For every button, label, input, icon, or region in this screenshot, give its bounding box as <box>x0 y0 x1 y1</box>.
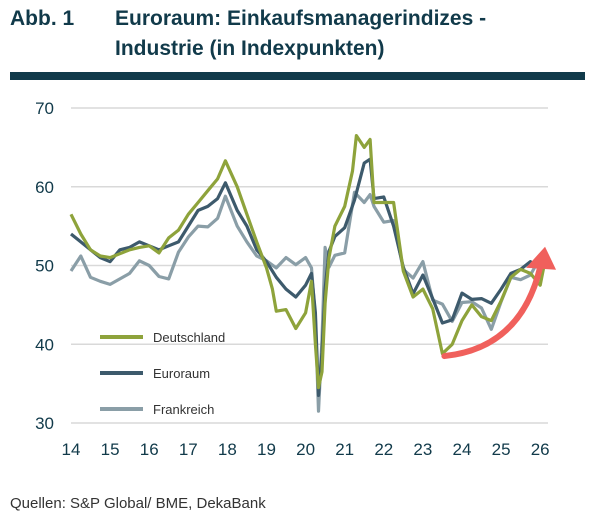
x-tick-label: 19 <box>257 440 276 459</box>
title-line-1: Euroraum: Einkaufsmanagerindizes - <box>115 7 487 30</box>
x-tick-label: 23 <box>413 440 432 459</box>
x-tick-label: 20 <box>296 440 315 459</box>
series-line-deutschland <box>69 134 546 390</box>
figure-label: Abb. 1 <box>10 7 75 30</box>
y-tick-label: 50 <box>35 257 54 276</box>
legend-label: Euroraum <box>153 366 210 381</box>
y-tick-label: 60 <box>35 178 54 197</box>
series-line-euroraum <box>69 157 546 397</box>
figure-title: Abb. 1 Euroraum: Einkaufsmanagerindizes … <box>10 4 585 64</box>
legend-label: Frankreich <box>153 402 214 417</box>
x-tick-label: 21 <box>335 440 354 459</box>
x-tick-label: 14 <box>62 440 81 459</box>
source-note: Quellen: S&P Global/ BME, DekaBank <box>10 495 266 512</box>
x-tick-label: 16 <box>140 440 159 459</box>
trend-arrow-head <box>526 246 557 270</box>
x-tick-label: 15 <box>101 440 120 459</box>
x-tick-label: 25 <box>492 440 511 459</box>
title-divider <box>10 72 585 80</box>
title-line-2: Industrie (in Indexpunkten) <box>115 37 385 60</box>
y-tick-label: 70 <box>35 99 54 118</box>
y-tick-label: 40 <box>35 335 54 354</box>
legend-label: Deutschland <box>153 330 225 345</box>
line-chart: 30 40 50 60 70 14 15 16 17 18 19 20 21 22 23 24 25 26 Deut… <box>35 99 557 459</box>
series-line-frankreich <box>69 190 546 413</box>
x-tick-label: 24 <box>453 440 472 459</box>
y-tick-label: 30 <box>35 414 54 433</box>
x-tick-label: 18 <box>218 440 237 459</box>
x-tick-label: 26 <box>531 440 550 459</box>
x-tick-label: 17 <box>179 440 198 459</box>
trend-arrow-shaft <box>441 264 544 360</box>
x-tick-label: 22 <box>374 440 393 459</box>
